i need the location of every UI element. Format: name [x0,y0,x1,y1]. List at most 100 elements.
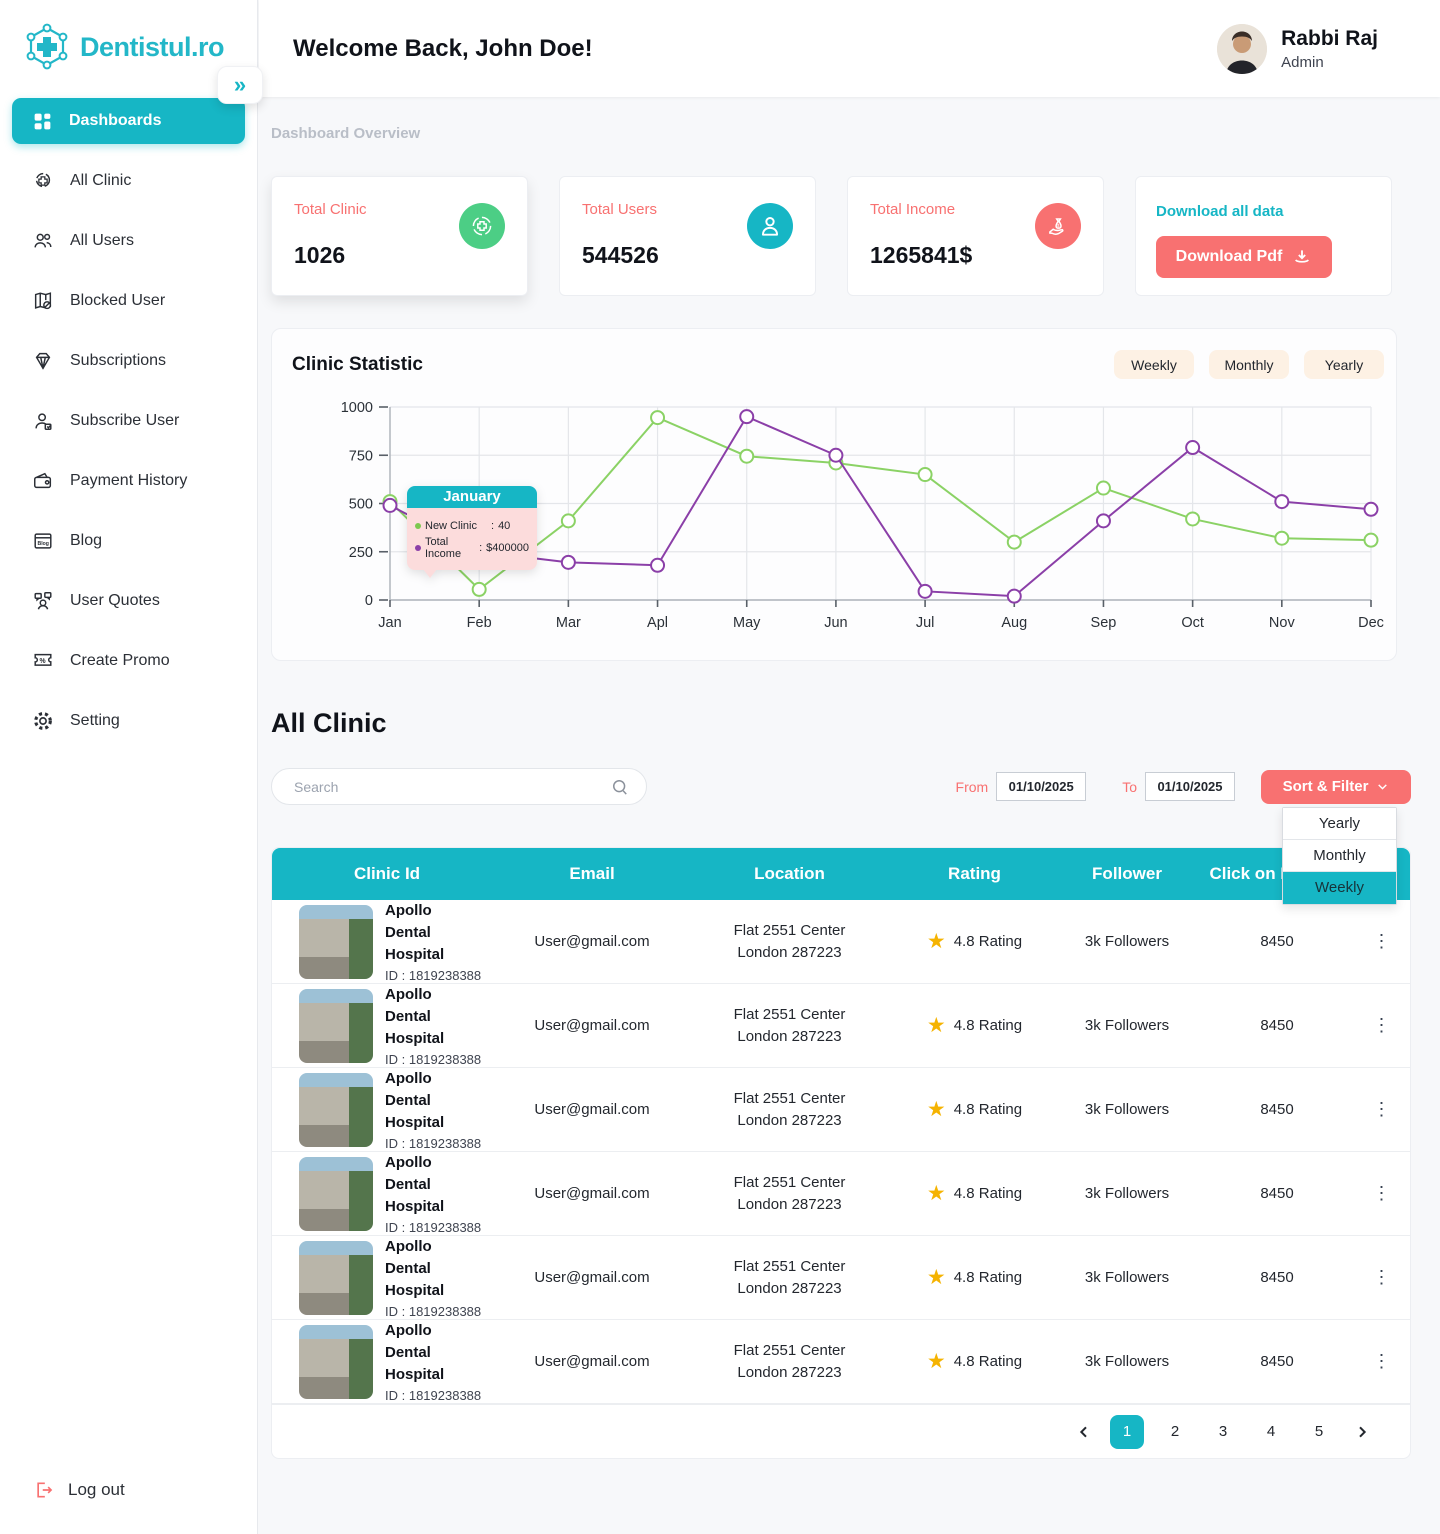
clinic-clicks: 8450 [1260,933,1294,951]
sidebar-nav: Dashboards All Clinic All Users Blocked … [0,98,257,744]
sidebar-item-blocked-user[interactable]: Blocked User [12,278,245,324]
stat-card-total-clinic[interactable]: Total Clinic 1026 [271,176,528,296]
clinic-hand-icon [35,172,51,188]
col-clinic-id: Clinic Id [353,864,421,883]
person-icon [747,203,793,249]
svg-text:0: 0 [365,593,373,609]
row-menu-button[interactable]: ⋮ [1372,1183,1392,1204]
row-menu-button[interactable]: ⋮ [1372,1015,1392,1036]
top-header: Welcome Back, John Doe! Rabbi Raj Admin [259,0,1440,97]
page-button-2[interactable]: 2 [1170,1423,1180,1440]
from-date-input[interactable] [996,772,1087,801]
date-filter-group: From To [956,772,1235,801]
clinic-id: ID : 1819238388 [385,1388,482,1404]
sort-option-yearly[interactable]: Yearly [1283,807,1396,840]
clinic-statistic-card: Clinic Statistic Weekly Monthly Yearly 0… [271,328,1397,661]
sidebar-item-dashboards[interactable]: Dashboards [12,98,245,144]
clinic-location: Flat 2551 Center London 287223 [733,1090,846,1130]
users-icon [34,233,52,248]
col-email: Email [569,864,615,883]
logout-button[interactable]: Log out [34,1480,125,1500]
clinic-followers: 3k Followers [1084,1101,1170,1119]
row-menu-button[interactable]: ⋮ [1372,1267,1392,1288]
clinic-followers: 3k Followers [1084,933,1170,951]
clinic-name: Apollo Dental Hospital [385,1154,445,1215]
clinic-rating: ★ 4.8 Rating [926,1014,1023,1038]
clinic-followers: 3k Followers [1084,1269,1170,1287]
search-input[interactable] [294,778,610,795]
clinic-cross-icon [459,203,505,249]
table-row[interactable]: Apollo Dental Hospital ID : 1819238388 U… [272,984,1410,1068]
sort-filter-button[interactable]: Sort & Filter [1261,769,1411,804]
sidebar-item-all-users[interactable]: All Users [12,218,245,264]
sidebar-item-all-clinic[interactable]: All Clinic [12,158,245,204]
prev-page-button[interactable] [1072,1424,1096,1440]
sidebar-item-blog[interactable]: Blog Blog [12,518,245,564]
clinic-rating: ★ 4.8 Rating [926,1182,1023,1206]
gear-icon [34,712,52,730]
table-header: Clinic Id Email Location Rating Follower… [272,848,1410,900]
filter-row: From To Sort & Filter Yearly Monthly Wee… [271,768,1411,905]
page-button-5[interactable]: 5 [1314,1423,1324,1440]
stat-card-total-income[interactable]: Total Income 1265841$ $ [847,176,1104,296]
chevron-left-icon [1079,1426,1087,1437]
page-button-4[interactable]: 4 [1266,1423,1276,1440]
table-row[interactable]: Apollo Dental Hospital ID : 1819238388 U… [272,1068,1410,1152]
dashboard-grid-icon [34,113,51,129]
clinic-photo [299,1156,373,1231]
sidebar-item-setting[interactable]: Setting [12,698,245,744]
col-follower: Follower [1092,864,1162,883]
weekly-button[interactable]: Weekly [1114,350,1194,379]
clinic-name: Apollo Dental Hospital [385,902,445,963]
star-icon: ★ [926,1182,946,1206]
search-icon [613,779,627,795]
page-button-3[interactable]: 3 [1218,1423,1228,1440]
star-icon: ★ [926,1266,946,1290]
sort-option-weekly[interactable]: Weekly [1283,871,1396,904]
search-box[interactable] [271,768,647,805]
brand-name: Dentistul.ro [80,31,225,62]
svg-text:Aug: Aug [1001,615,1027,631]
profile-role: Admin [1281,53,1324,71]
sidebar-item-create-promo[interactable]: % Create Promo [12,638,245,684]
profile-widget[interactable]: Rabbi Raj Admin [1217,23,1378,74]
clinic-followers: 3k Followers [1084,1353,1170,1371]
table-row[interactable]: Apollo Dental Hospital ID : 1819238388 U… [272,900,1410,984]
clinic-rating: ★ 4.8 Rating [926,1098,1023,1122]
sort-option-monthly[interactable]: Monthly [1283,839,1396,872]
page-button-1[interactable]: 1 [1110,1414,1144,1449]
clinic-photo [299,1072,373,1147]
star-icon: ★ [926,1014,946,1038]
to-date-input[interactable] [1145,772,1235,801]
sidebar-item-subscriptions[interactable]: Subscriptions [12,338,245,384]
clinic-email: User@gmail.com [534,1353,650,1371]
chart-range-buttons: Weekly Monthly Yearly [1114,350,1384,379]
svg-text:Dec: Dec [1358,615,1384,631]
sidebar-collapse-button[interactable]: » [217,66,263,104]
sidebar-item-user-quotes[interactable]: User Quotes [12,578,245,624]
row-menu-button[interactable]: ⋮ [1372,1351,1392,1372]
next-page-button[interactable] [1350,1424,1374,1440]
sidebar-item-payment-history[interactable]: Payment History [12,458,245,504]
blog-icon: Blog [34,533,52,549]
clinic-location: Flat 2551 Center London 287223 [733,1258,846,1298]
table-row[interactable]: Apollo Dental Hospital ID : 1819238388 U… [272,1236,1410,1320]
green-dot-icon [415,523,421,529]
row-menu-button[interactable]: ⋮ [1372,1099,1392,1120]
row-menu-button[interactable]: ⋮ [1372,931,1392,952]
table-row[interactable]: Apollo Dental Hospital ID : 1819238388 U… [272,1320,1410,1404]
star-icon: ★ [926,930,946,954]
stat-card-total-users[interactable]: Total Users 544526 [559,176,816,296]
clinic-followers: 3k Followers [1084,1017,1170,1035]
yearly-button[interactable]: Yearly [1304,350,1384,379]
sidebar: Dentistul.ro » Dashboards All Clinic All… [0,0,263,1534]
clinic-email: User@gmail.com [534,1101,650,1119]
monthly-button[interactable]: Monthly [1209,350,1289,379]
clinic-statistic-chart[interactable]: 0 250 500 750 1000 Jan Feb Mar Apl May Jun Jul Aug Se… [272,395,1398,645]
svg-text:Jun: Jun [824,615,847,631]
clinic-location: Flat 2551 Center London 287223 [733,1342,846,1382]
sidebar-item-subscribe-user[interactable]: Subscribe User [12,398,245,444]
table-row[interactable]: Apollo Dental Hospital ID : 1819238388 U… [272,1152,1410,1236]
svg-text:500: 500 [349,497,373,513]
download-pdf-button[interactable]: Download Pdf [1156,236,1332,278]
